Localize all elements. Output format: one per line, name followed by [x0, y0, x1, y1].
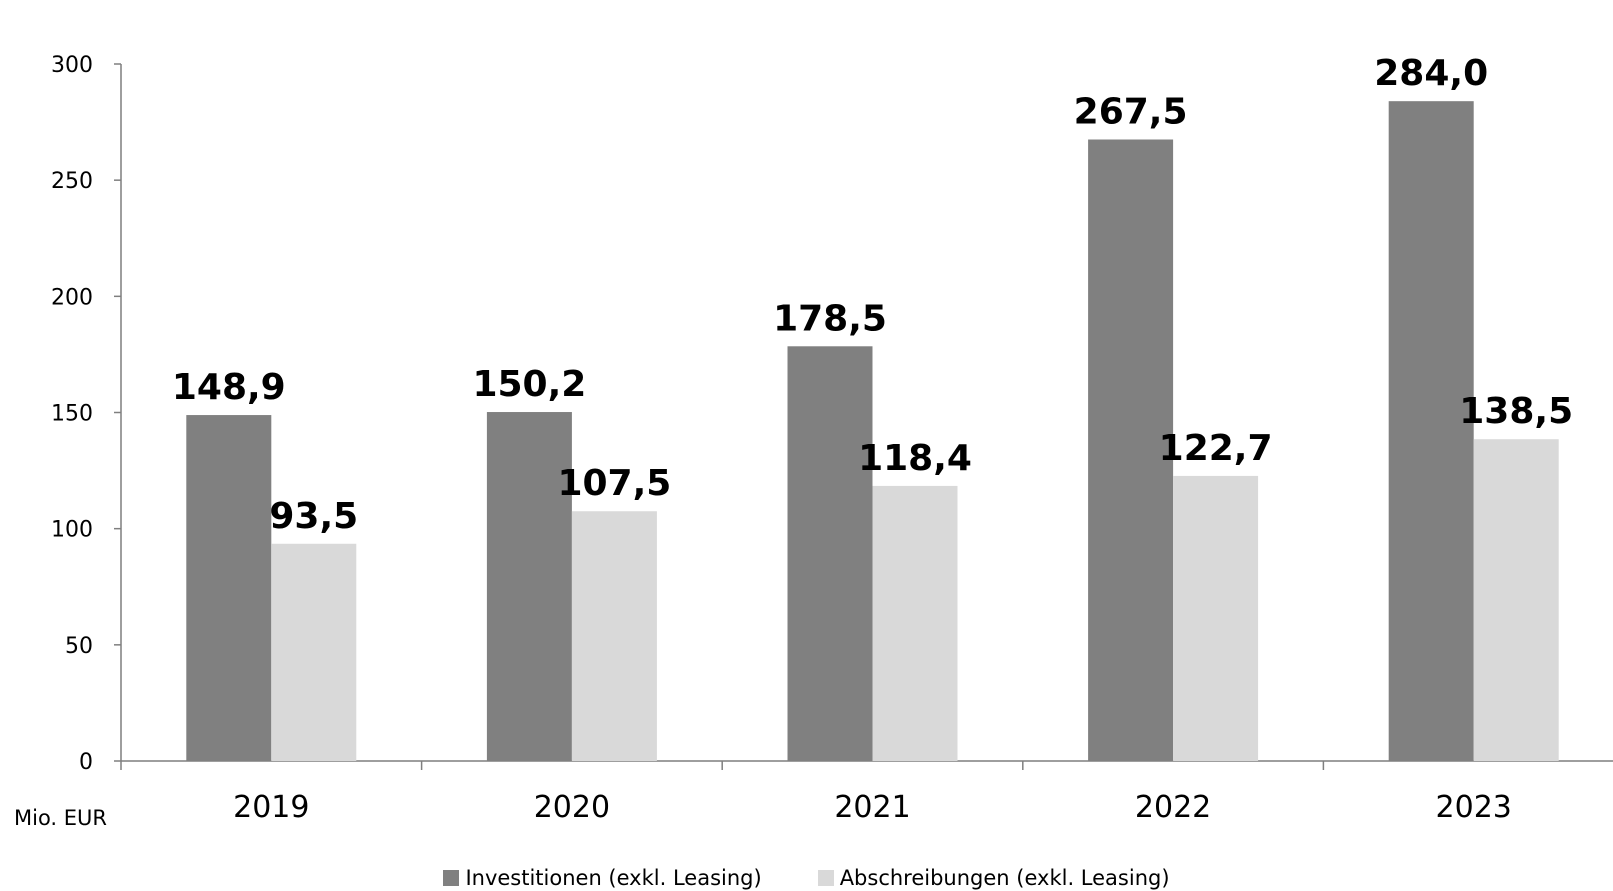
- legend-item-investitionen: Investitionen (exkl. Leasing): [443, 866, 762, 890]
- bar-abschreibungen: [872, 485, 958, 761]
- data-label-investitionen: 284,0: [1374, 53, 1488, 94]
- y-tick-label: 100: [51, 518, 93, 543]
- legend-label-investitionen: Investitionen (exkl. Leasing): [465, 866, 762, 890]
- data-label-abschreibungen: 107,5: [557, 463, 671, 504]
- y-tick-label: 150: [51, 402, 93, 427]
- data-label-abschreibungen: 93,5: [269, 496, 358, 537]
- y-tick-label: 300: [51, 53, 93, 78]
- x-category-label: 2023: [1436, 790, 1512, 825]
- legend-swatch-investitionen: [443, 870, 460, 886]
- data-label-abschreibungen: 138,5: [1459, 391, 1573, 432]
- legend-swatch-abschreibungen: [817, 870, 834, 886]
- unit-label: Mio. EUR: [14, 806, 108, 830]
- bar-investitionen: [1088, 139, 1174, 762]
- x-category-label: 2019: [233, 790, 309, 825]
- x-category-label: 2022: [1135, 790, 1211, 825]
- bar-investitionen: [486, 412, 572, 761]
- bar-abschreibungen: [1473, 439, 1559, 761]
- legend: Investitionen (exkl. Leasing) Abschreibu…: [0, 866, 1613, 890]
- y-tick-label: 200: [51, 285, 93, 310]
- x-category-label: 2020: [534, 790, 610, 825]
- x-category-label: 2021: [834, 790, 910, 825]
- bar-abschreibungen: [571, 511, 657, 761]
- data-label-investitionen: 267,5: [1074, 92, 1188, 133]
- data-label-investitionen: 148,9: [172, 367, 286, 408]
- data-label-abschreibungen: 122,7: [1159, 428, 1273, 469]
- axes: 0 50 100 150 200 250 300: [51, 53, 1613, 775]
- data-label-investitionen: 150,2: [472, 364, 586, 405]
- y-tick-label: 250: [51, 169, 93, 194]
- data-label-abschreibungen: 118,4: [858, 438, 972, 479]
- bar-investitionen: [787, 346, 873, 761]
- y-tick-label: 50: [65, 634, 93, 659]
- bar-abschreibungen: [271, 543, 357, 761]
- bar-investitionen: [1388, 101, 1474, 761]
- legend-item-abschreibungen: Abschreibungen (exkl. Leasing): [817, 866, 1170, 890]
- bars: [186, 101, 1559, 762]
- data-label-investitionen: 178,5: [773, 298, 887, 339]
- bar-abschreibungen: [1173, 475, 1259, 761]
- legend-label-abschreibungen: Abschreibungen (exkl. Leasing): [839, 866, 1170, 890]
- bar-investitionen: [186, 415, 272, 761]
- y-tick-label: 0: [79, 750, 93, 775]
- labels: 148,9 93,5 2019 150,2 107,5 2020 178,5 118,4 202…: [172, 53, 1573, 825]
